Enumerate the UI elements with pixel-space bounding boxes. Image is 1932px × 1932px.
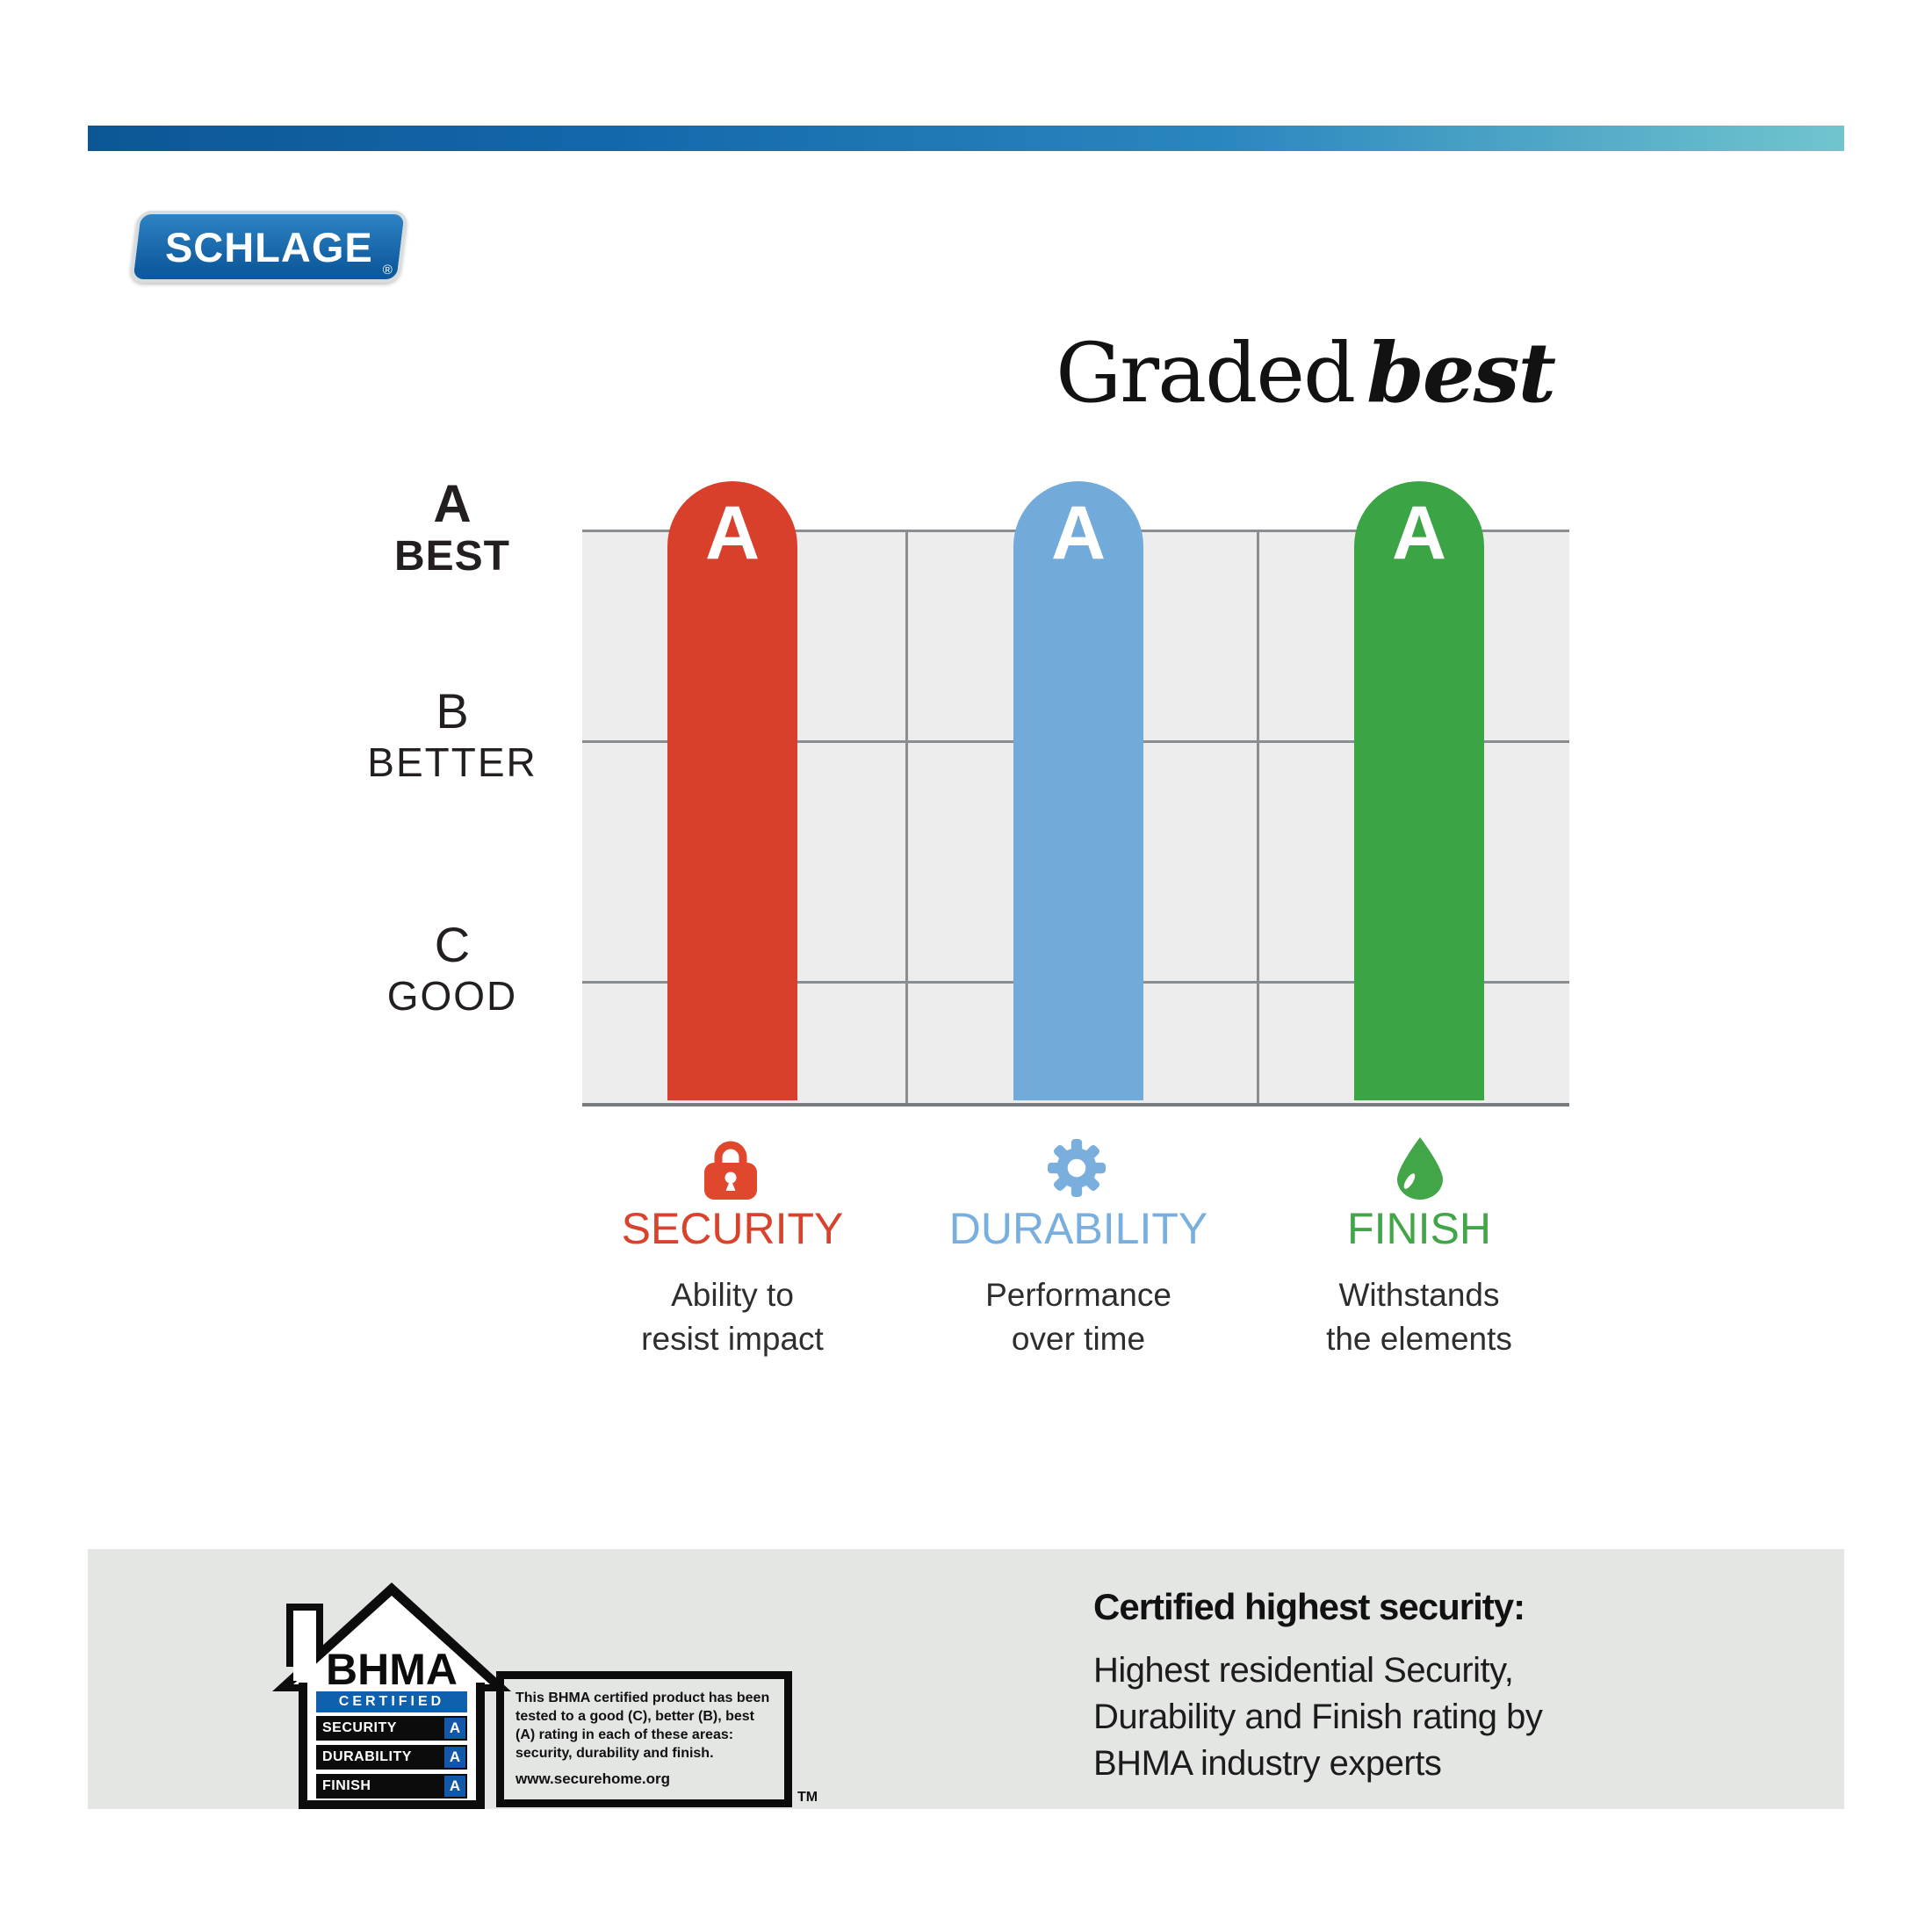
bar-finish-grade: A: [1391, 491, 1447, 575]
bhma-rating-grade-durability: A: [444, 1747, 465, 1768]
bhma-info-box: This BHMA certified product has been tes…: [496, 1671, 792, 1807]
grade-a-word: BEST: [393, 533, 510, 580]
page-title: Graded best: [1056, 332, 1556, 415]
description-durability-line2: over time: [1011, 1321, 1146, 1357]
trademark-mark: TM: [797, 1790, 818, 1805]
info-box-line1: This BHMA certified product has been: [515, 1690, 770, 1705]
axis-label-grade-c: C GOOD: [321, 919, 584, 1020]
column-divider-2: [1257, 532, 1259, 1103]
page-title-bold: best: [1366, 325, 1556, 422]
bhma-ratings-table: SECURITY A DURABILITY A FINISH A: [316, 1716, 467, 1803]
axis-label-grade-a: A BEST: [321, 476, 584, 581]
registered-trademark-icon: ®: [382, 263, 393, 278]
bhma-rating-row-finish: FINISH A: [316, 1774, 467, 1799]
description-finish-line2: the elements: [1326, 1321, 1512, 1357]
bhma-certified-badge: BHMA CERTIFIED SECURITY A DURABILITY A F…: [272, 1581, 511, 1809]
certification-body-line1: Highest residential Security,: [1093, 1651, 1514, 1690]
grade-b-word: BETTER: [367, 739, 537, 785]
description-finish-line1: Withstands: [1338, 1277, 1500, 1313]
description-security-line2: resist impact: [641, 1321, 824, 1357]
info-box-line4: security, durability and finish.: [515, 1746, 714, 1761]
bhma-rating-label-durability: DURABILITY: [322, 1749, 412, 1764]
bhma-rating-grade-security: A: [444, 1718, 465, 1739]
gear-icon: [1048, 1139, 1106, 1201]
bar-durability: A: [1013, 481, 1143, 1100]
grade-c-letter: C: [434, 917, 471, 972]
bhma-rating-row-security: SECURITY A: [316, 1716, 467, 1741]
grade-b-letter: B: [436, 683, 469, 739]
category-label-security: SECURITY: [621, 1204, 844, 1253]
bar-security-grade: A: [704, 491, 761, 575]
bar-durability-grade: A: [1050, 491, 1107, 575]
description-security-line1: Ability to: [671, 1277, 794, 1313]
info-box-line3: (A) rating in each of these areas:: [515, 1727, 734, 1742]
column-divider-1: [905, 532, 908, 1103]
bhma-rating-grade-finish: A: [444, 1776, 465, 1797]
certification-heading: Certified highest security:: [1093, 1586, 1525, 1627]
info-box-line2: tested to a good (C), better (B), best: [515, 1709, 754, 1724]
bhma-rating-label-security: SECURITY: [322, 1720, 397, 1735]
certification-body: Highest residential Security, Durability…: [1093, 1647, 1543, 1787]
schlage-logo-text: SCHLAGE: [164, 223, 373, 270]
lock-icon: [703, 1138, 759, 1204]
bhma-rating-label-finish: FINISH: [322, 1778, 371, 1793]
info-box-url: www.securehome.org: [515, 1770, 671, 1787]
grade-c-word: GOOD: [386, 973, 518, 1019]
page-title-regular: Graded: [1056, 326, 1356, 422]
description-durability-line1: Performance: [985, 1277, 1171, 1313]
category-label-durability: DURABILITY: [948, 1204, 1208, 1253]
description-durability: Performance over time: [903, 1273, 1254, 1361]
bar-finish: A: [1354, 481, 1484, 1100]
bar-security: A: [667, 481, 797, 1100]
grade-a-letter: A: [433, 474, 472, 533]
bhma-certified-bar: CERTIFIED: [316, 1691, 467, 1712]
certification-body-line3: BHMA industry experts: [1093, 1744, 1442, 1783]
bhma-org-name: BHMA: [326, 1645, 458, 1694]
certification-body-line2: Durability and Finish rating by: [1093, 1698, 1543, 1736]
description-finish: Withstands the elements: [1244, 1273, 1595, 1361]
top-gradient-bar: [88, 126, 1844, 151]
description-security: Ability to resist impact: [557, 1273, 908, 1361]
category-label-finish: FINISH: [1347, 1204, 1491, 1253]
axis-label-grade-b: B BETTER: [321, 685, 584, 787]
bhma-rating-row-durability: DURABILITY A: [316, 1745, 467, 1770]
schlage-logo: SCHLAGE ®: [128, 211, 409, 283]
droplet-icon: [1397, 1135, 1443, 1205]
